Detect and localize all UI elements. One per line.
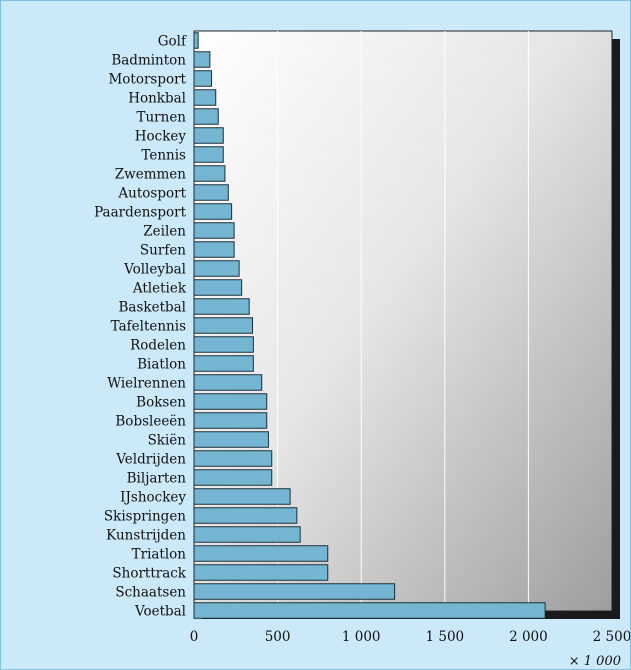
category-label: Bobsleeën <box>115 414 186 430</box>
bar <box>193 298 250 315</box>
bar <box>193 526 301 543</box>
category-label: Voetbal <box>134 604 186 620</box>
bar <box>193 51 211 68</box>
bar <box>193 545 329 562</box>
category-label: Badminton <box>111 53 186 69</box>
category-label: Zeilen <box>143 224 186 240</box>
bar <box>193 279 243 296</box>
bar <box>193 393 268 410</box>
category-label: Skiën <box>148 433 187 449</box>
bar <box>193 488 291 505</box>
category-label: Golf <box>158 34 187 50</box>
x-tick-label: 1 500 <box>425 629 464 645</box>
bar <box>193 450 273 467</box>
x-tick-label: 2 000 <box>509 629 548 645</box>
bar <box>193 260 240 277</box>
bar <box>193 241 235 258</box>
bar <box>193 602 546 619</box>
bar <box>193 184 229 201</box>
category-label: Schaatsen <box>115 585 186 601</box>
bar <box>193 507 298 524</box>
category-label: Shorttrack <box>112 566 186 582</box>
bar <box>193 146 224 163</box>
bar <box>193 89 217 106</box>
bar <box>193 222 235 239</box>
category-labels: Golf Badminton Motorsport Honkbal Turnen Hock… <box>94 34 187 620</box>
category-label: Paardensport <box>94 205 187 221</box>
bar <box>193 203 233 220</box>
category-label: Kunstrijden <box>106 528 186 544</box>
category-label: Turnen <box>136 110 186 126</box>
bar <box>193 583 396 600</box>
bars <box>193 32 546 619</box>
x-tick-labels: 0 500 1 000 1 500 2 000 2 500 <box>190 629 630 645</box>
x-tick-label: 500 <box>265 629 291 645</box>
bar <box>193 127 224 144</box>
bar <box>193 108 219 125</box>
category-label: Surfen <box>140 243 186 259</box>
bar <box>193 336 254 353</box>
category-label: Triatlon <box>132 547 187 563</box>
category-label: Boksen <box>136 395 186 411</box>
category-label: Autosport <box>117 186 186 202</box>
bar <box>193 412 268 429</box>
bar <box>193 374 263 391</box>
category-label: Veldrijden <box>115 452 186 468</box>
category-label: Motorsport <box>108 72 186 88</box>
category-label: Zwemmen <box>115 167 187 183</box>
bar <box>193 431 269 448</box>
x-tick-label: 2 500 <box>593 629 630 645</box>
category-label: Atletiek <box>132 281 187 297</box>
category-label: Skispringen <box>104 509 186 525</box>
category-label: Wielrennen <box>107 376 186 392</box>
category-label: Biatlon <box>137 357 186 373</box>
category-label: Honkbal <box>128 91 186 107</box>
category-label: Hockey <box>135 129 187 145</box>
category-label: Tennis <box>141 148 186 164</box>
bar <box>193 355 254 372</box>
bar <box>193 32 199 49</box>
plot-area <box>193 30 613 612</box>
category-label: Biljarten <box>127 471 187 487</box>
category-label: Rodelen <box>130 338 186 354</box>
bar <box>193 317 254 334</box>
x-unit-label: × 1 000 <box>569 654 621 669</box>
bar <box>193 165 226 182</box>
x-tick-label: 0 <box>190 629 199 645</box>
bar <box>193 70 213 87</box>
bar <box>193 564 329 581</box>
bar <box>193 469 273 486</box>
x-tick-label: 1 000 <box>342 629 381 645</box>
category-label: Volleybal <box>123 262 186 278</box>
category-label: IJshockey <box>120 490 186 506</box>
category-label: Basketbal <box>119 300 187 316</box>
category-label: Tafeltennis <box>111 319 186 335</box>
